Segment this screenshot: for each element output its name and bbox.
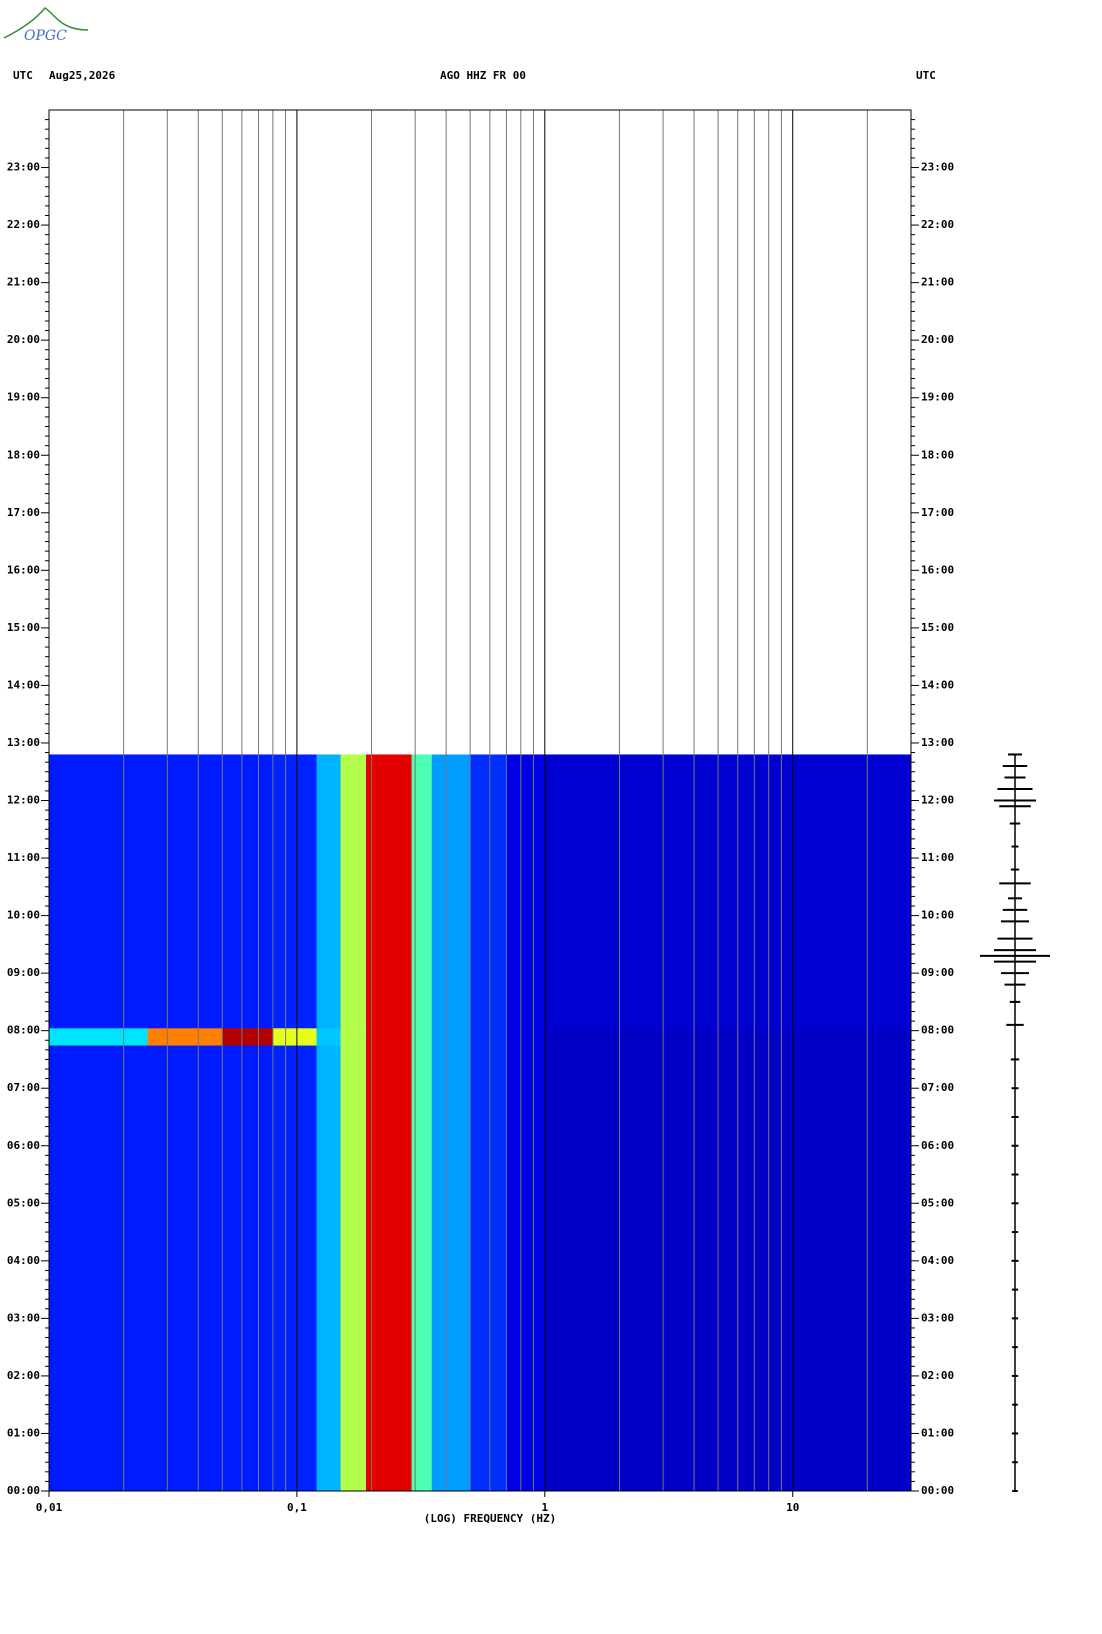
spectrogram-cell <box>340 754 367 1029</box>
y-tick-label-left: 09:00 <box>7 966 40 979</box>
spectrogram-cell <box>470 754 507 1029</box>
spectrogram-cell <box>340 1027 367 1046</box>
y-tick-label-right: 06:00 <box>921 1139 954 1152</box>
spectrogram-cell <box>272 1027 318 1046</box>
y-tick-label-left: 17:00 <box>7 506 40 519</box>
x-axis-label: (LOG) FREQUENCY (HZ) <box>424 1512 556 1525</box>
y-tick-label-right: 11:00 <box>921 851 954 864</box>
y-tick-label-left: 23:00 <box>7 161 40 174</box>
y-tick-label-right: 17:00 <box>921 506 954 519</box>
spectrogram-cell <box>431 754 471 1029</box>
y-tick-label-right: 22:00 <box>921 218 954 231</box>
y-tick-label-right: 23:00 <box>921 161 954 174</box>
spectrogram-cell <box>272 1045 318 1492</box>
y-tick-label-right: 15:00 <box>921 621 954 634</box>
y-tick-label-left: 21:00 <box>7 276 40 289</box>
y-tick-label-right: 05:00 <box>921 1196 954 1209</box>
y-tick-label-left: 01:00 <box>7 1426 40 1439</box>
header-right: UTC <box>916 69 936 82</box>
spectrogram-cell <box>222 754 274 1029</box>
y-tick-label-right: 13:00 <box>921 736 954 749</box>
spectrogram-cell <box>411 1027 433 1046</box>
y-tick-label-right: 02:00 <box>921 1369 954 1382</box>
spectrogram-cell <box>506 1045 546 1492</box>
y-tick-label-left: 07:00 <box>7 1081 40 1094</box>
y-tick-label-right: 14:00 <box>921 678 954 691</box>
spectrogram-cell <box>222 1027 274 1046</box>
spectrogram-cell <box>272 754 318 1029</box>
spectrogram-cell <box>506 1027 546 1046</box>
spectrogram-cell <box>49 1027 149 1046</box>
spectrogram-cell <box>470 1045 507 1492</box>
y-tick-label-left: 12:00 <box>7 794 40 807</box>
spectrogram-cell <box>544 1027 912 1046</box>
spectrogram-cell <box>366 1045 413 1492</box>
y-tick-label-right: 21:00 <box>921 276 954 289</box>
spectrogram-cell <box>411 1045 433 1492</box>
x-tick-label: 0,1 <box>287 1501 307 1514</box>
y-tick-label-left: 06:00 <box>7 1139 40 1152</box>
spectrogram-cell <box>147 1027 223 1046</box>
y-tick-label-left: 22:00 <box>7 218 40 231</box>
spectrogram-cell <box>506 754 546 1029</box>
y-tick-label-right: 18:00 <box>921 448 954 461</box>
logo-curve <box>3 7 89 39</box>
y-tick-label-right: 19:00 <box>921 391 954 404</box>
spectrogram-cell <box>544 1045 912 1492</box>
y-tick-label-right: 03:00 <box>921 1311 954 1324</box>
spectrogram-cell <box>147 754 223 1029</box>
y-tick-label-left: 19:00 <box>7 391 40 404</box>
spectrogram-cell <box>366 1027 413 1046</box>
y-tick-label-right: 04:00 <box>921 1254 954 1267</box>
y-tick-label-right: 20:00 <box>921 333 954 346</box>
spectrogram-cell <box>411 754 433 1029</box>
logo-text: OPGC <box>24 28 67 44</box>
spectrogram-cell <box>49 754 149 1029</box>
y-tick-label-left: 14:00 <box>7 678 40 691</box>
y-tick-label-left: 00:00 <box>7 1484 40 1497</box>
y-tick-label-left: 03:00 <box>7 1311 40 1324</box>
spectrogram-cell <box>340 1045 367 1492</box>
y-tick-label-left: 05:00 <box>7 1196 40 1209</box>
spectrogram-cell <box>222 1045 274 1492</box>
y-tick-label-right: 16:00 <box>921 563 954 576</box>
spectrogram-cell <box>366 754 413 1029</box>
spectrogram-cell <box>470 1027 507 1046</box>
y-tick-label-right: 00:00 <box>921 1484 954 1497</box>
spectrogram-cell <box>544 754 912 1029</box>
spectrogram-cell <box>49 1045 149 1492</box>
y-tick-label-right: 10:00 <box>921 909 954 922</box>
date: Aug25,2026 <box>49 69 116 82</box>
y-tick-label-left: 04:00 <box>7 1254 40 1267</box>
y-tick-label-left: 16:00 <box>7 563 40 576</box>
x-tick-label: 10 <box>786 1501 799 1514</box>
y-tick-label-right: 12:00 <box>921 794 954 807</box>
y-tick-label-left: 20:00 <box>7 333 40 346</box>
y-tick-label-left: 11:00 <box>7 851 40 864</box>
spectrogram-cell <box>316 754 342 1029</box>
y-tick-label-right: 09:00 <box>921 966 954 979</box>
x-tick-label: 0,01 <box>36 1501 63 1514</box>
y-tick-label-right: 01:00 <box>921 1426 954 1439</box>
header-left: UTC <box>13 69 33 82</box>
y-tick-label-left: 02:00 <box>7 1369 40 1382</box>
spectrogram-cell <box>431 1045 471 1492</box>
chart-title: AGO HHZ FR 00 <box>440 69 526 82</box>
y-tick-label-left: 10:00 <box>7 909 40 922</box>
y-tick-label-left: 18:00 <box>7 448 40 461</box>
spectrogram-cell <box>147 1045 223 1492</box>
spectrogram-cell <box>316 1027 342 1046</box>
y-tick-label-right: 07:00 <box>921 1081 954 1094</box>
y-tick-label-left: 08:00 <box>7 1024 40 1037</box>
spectrogram-cell <box>431 1027 471 1046</box>
y-tick-label-left: 15:00 <box>7 621 40 634</box>
x-tick-label: 1 <box>541 1501 548 1514</box>
y-tick-label-right: 08:00 <box>921 1024 954 1037</box>
spectrogram-cell <box>316 1045 342 1492</box>
y-tick-label-left: 13:00 <box>7 736 40 749</box>
